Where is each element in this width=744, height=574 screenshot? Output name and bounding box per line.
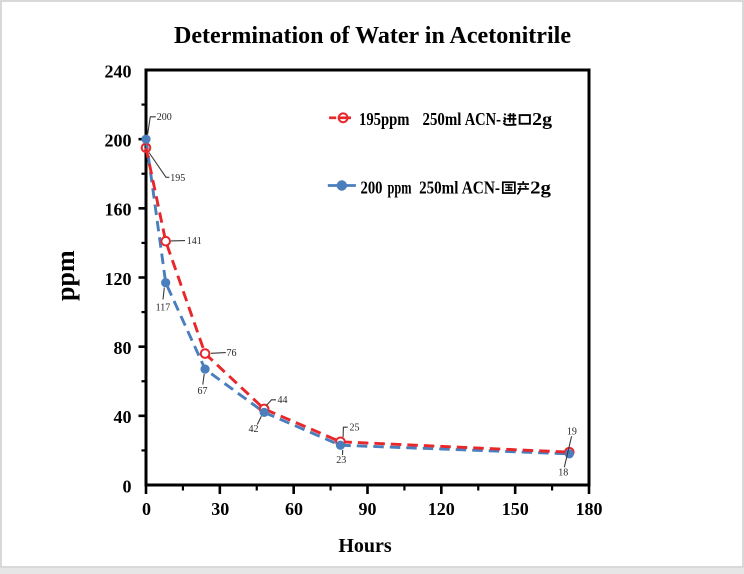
svg-text:44: 44 [278, 395, 288, 406]
svg-text:80: 80 [114, 338, 132, 358]
svg-text:67: 67 [198, 386, 208, 397]
svg-text:ppm: ppm [388, 178, 412, 198]
svg-text:2g: 2g [532, 109, 552, 129]
svg-text:18: 18 [558, 467, 568, 478]
svg-text:150: 150 [502, 499, 529, 519]
svg-text:40: 40 [114, 407, 132, 427]
svg-text:240: 240 [105, 61, 132, 81]
svg-text:195: 195 [170, 173, 185, 184]
svg-text:Hours: Hours [338, 535, 392, 557]
svg-text:200: 200 [361, 178, 383, 198]
svg-text:0: 0 [123, 476, 132, 496]
svg-text:19: 19 [567, 426, 577, 437]
svg-text:23: 23 [336, 455, 346, 466]
svg-text:195ppm: 195ppm [359, 109, 409, 129]
svg-text:160: 160 [105, 200, 132, 220]
svg-text:76: 76 [227, 348, 237, 359]
svg-text:120: 120 [105, 269, 132, 289]
svg-text:ACN-: ACN- [465, 109, 501, 129]
svg-text:117: 117 [156, 302, 171, 313]
svg-text:2g: 2g [530, 178, 551, 198]
svg-text:120: 120 [428, 499, 455, 519]
svg-text:0: 0 [142, 499, 151, 519]
svg-text:200: 200 [157, 112, 172, 123]
svg-text:Determination of Water in Acet: Determination of Water in Acetonitrile [174, 23, 571, 49]
svg-text:141: 141 [187, 236, 202, 247]
svg-text:42: 42 [249, 424, 259, 435]
svg-text:25: 25 [350, 423, 360, 434]
svg-text:ACN-: ACN- [462, 178, 500, 198]
svg-text:60: 60 [285, 499, 303, 519]
svg-text:250ml: 250ml [419, 178, 458, 198]
svg-text:90: 90 [359, 499, 377, 519]
svg-text:200: 200 [105, 131, 132, 151]
svg-text:30: 30 [211, 499, 229, 519]
svg-text:180: 180 [576, 499, 603, 519]
svg-text:ppm: ppm [51, 250, 80, 301]
svg-text:250ml: 250ml [423, 109, 462, 129]
